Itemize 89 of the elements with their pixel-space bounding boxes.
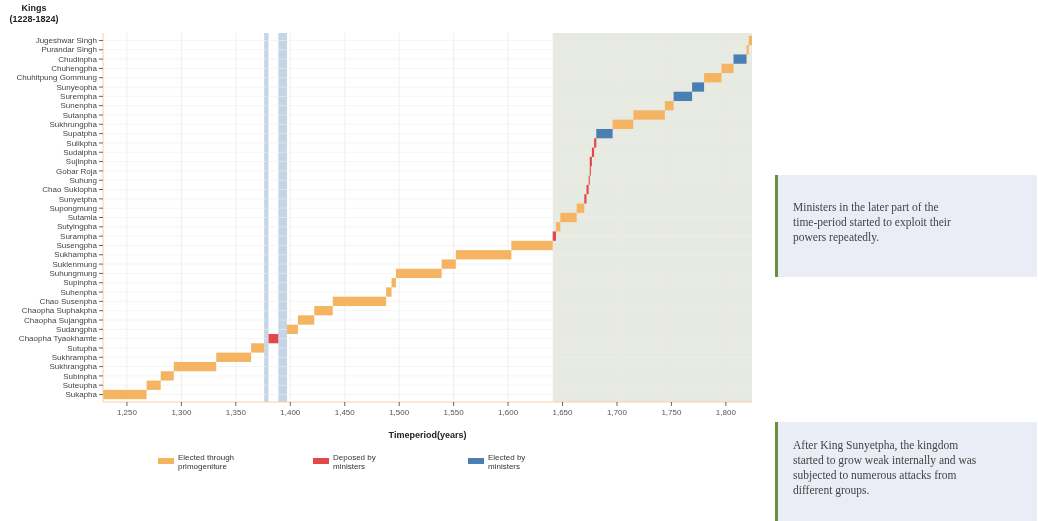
y-tick-label: Sukhrungpha — [49, 119, 98, 129]
y-tick-label: Chao Suklopha — [42, 185, 98, 195]
y-tick-label: Chudinpha — [58, 54, 98, 64]
legend-label: Elected through primogeniture — [178, 453, 235, 471]
y-tick-label: Supinpha — [63, 278, 98, 288]
y-tick-label: Supatpha — [62, 129, 98, 139]
y-axis-title: Kings (1228-1824) — [9, 3, 59, 24]
bar — [251, 343, 265, 353]
y-tick-label: Chaopha Suphakpha — [21, 306, 98, 316]
text: After King Sunyetpha, the kingdom started to grow weak internally and was subjected to numerous attacks from different groups. — [793, 439, 977, 497]
bar — [591, 147, 595, 157]
y-tick-label: Jugeshwar Singh — [35, 36, 97, 46]
bar — [596, 128, 613, 139]
x-tick-label: 1,750 — [661, 408, 682, 417]
bar — [386, 287, 392, 297]
bar — [692, 82, 705, 92]
y-tick-label: Suklenmung — [52, 259, 97, 269]
bar — [511, 240, 553, 251]
y-tick-label: Sutanpha — [62, 110, 98, 120]
y-tick-label: Sukhrangpha — [49, 362, 98, 372]
y-tick-label: Sujinpha — [65, 157, 98, 167]
bar — [584, 194, 587, 204]
legend-label: Elected by ministers — [488, 453, 526, 471]
y-tick-label: Purandar Singh — [41, 45, 97, 55]
bar — [552, 231, 556, 241]
y-tick-label: Suteupha — [62, 380, 98, 390]
y-tick-label: Suhenpha — [60, 287, 98, 297]
bar — [455, 250, 512, 260]
bar — [594, 138, 597, 148]
x-tick-label: 1,300 — [171, 408, 192, 417]
x-tick-label: 1,600 — [498, 408, 519, 417]
x-tick-label: 1,700 — [606, 408, 628, 417]
x-tick-label: 1,650 — [552, 408, 574, 417]
y-tick-label: Subinpha — [63, 371, 98, 381]
bar — [103, 389, 147, 400]
y-tick-label: Sukapha — [65, 390, 98, 400]
bar — [160, 371, 174, 381]
x-tick-label: 1,400 — [280, 408, 301, 417]
y-tick-label: Sunyeopha — [56, 82, 98, 92]
bar — [146, 380, 161, 390]
y-tick-label: Sutyingpha — [56, 222, 98, 232]
x-tick-label: 1,450 — [334, 408, 356, 417]
bar — [664, 101, 674, 111]
y-tick-label: Gobar Roja — [56, 166, 98, 176]
y-tick-label: Sunenpha — [60, 101, 98, 111]
bar — [287, 324, 298, 334]
x-tick-label: 1,800 — [715, 408, 737, 417]
bar — [748, 35, 752, 46]
y-tick-label: Suhung — [69, 175, 97, 185]
x-axis-title: Timeperiod(years) — [388, 430, 467, 440]
bar — [733, 54, 747, 64]
x-tick-label: 1,500 — [389, 408, 410, 417]
bar — [216, 352, 252, 362]
bar — [586, 184, 589, 195]
bar — [332, 296, 387, 307]
x-tick-label: 1,350 — [225, 408, 247, 417]
y-tick-label: Sutupha — [67, 343, 98, 353]
y-tick-label: Sulikpha — [66, 138, 98, 148]
y-tick-label: Sutamla — [67, 213, 98, 223]
bar — [297, 315, 315, 325]
bar — [633, 110, 665, 120]
y-tick-label: Chaopha Sujangpha — [24, 315, 98, 325]
x-tick-label: 1,550 — [443, 408, 465, 417]
text: Ministers in the later part of the time-period started to exploit their powers repeatedly. — [793, 201, 951, 244]
bar — [704, 73, 722, 83]
bar — [395, 268, 442, 279]
y-tick-label: Sunyetpha — [58, 194, 98, 204]
legend-label: Deposed by ministers — [333, 453, 376, 471]
bar — [560, 212, 577, 223]
bar — [612, 119, 634, 129]
bar — [314, 306, 333, 316]
y-tick-label: Susengpha — [56, 241, 98, 251]
y-tick-label: Surampha — [60, 231, 98, 241]
y-tick-label: Chuhitpung Gommung — [16, 73, 97, 83]
y-tick-label: Suhungmung — [49, 269, 97, 279]
y-tick-label: Sukhrampha — [51, 352, 98, 362]
y-tick-label: Supongmung — [49, 203, 97, 213]
x-tick-label: 1,250 — [116, 408, 138, 417]
bar — [441, 259, 456, 269]
y-tick-label: Chao Susenpha — [39, 297, 98, 306]
y-tick-label: Sukhampha — [54, 250, 98, 260]
bar — [173, 361, 217, 372]
bar — [746, 45, 749, 55]
y-tick-label: Sudaipha — [63, 147, 98, 157]
y-tick-label: Surempha — [60, 92, 98, 101]
y-tick-label: Sudangpha — [56, 324, 98, 334]
y-tick-label: Chuhengpha — [51, 64, 98, 74]
y-tick-label: Chaopha Tyaokhamte — [18, 334, 98, 344]
bar — [673, 91, 693, 102]
